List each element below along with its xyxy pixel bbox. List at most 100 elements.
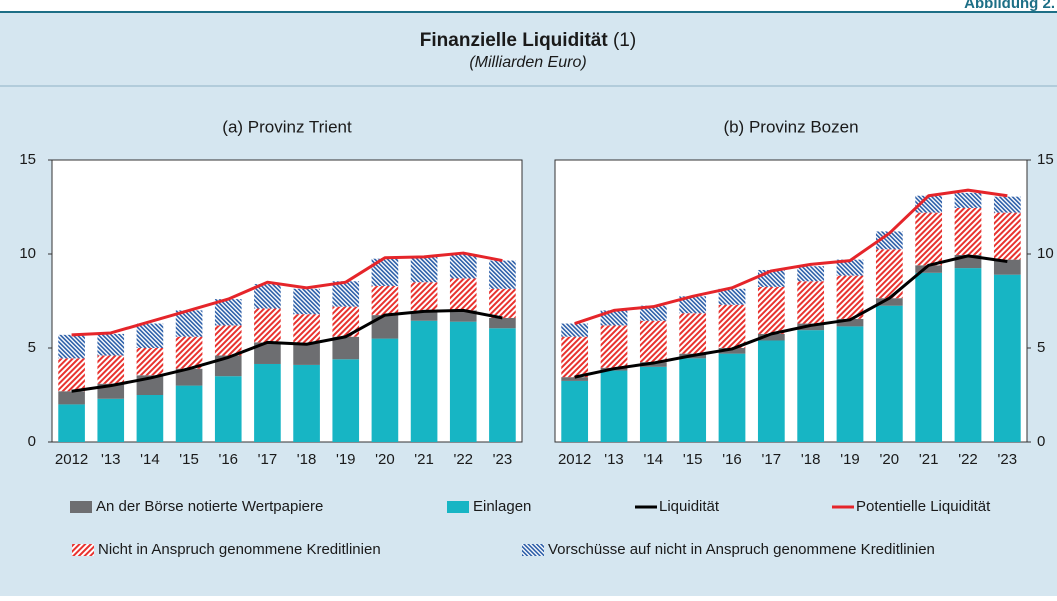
bar-segment (97, 355, 125, 384)
bar-segment (875, 231, 903, 250)
bar-segment (175, 385, 203, 442)
x-tick-label: 2012 (558, 451, 591, 468)
bar-segment (993, 274, 1021, 442)
bar-segment (639, 366, 667, 442)
bar-segment (489, 260, 516, 289)
bar-segment (561, 323, 589, 337)
legend-swatch (522, 544, 544, 556)
x-tick-label: '13 (101, 451, 121, 468)
legend-label: Liquidität (659, 498, 720, 515)
bar-segment (993, 196, 1021, 213)
bar-segment (679, 313, 707, 354)
x-tick-label: '19 (336, 451, 356, 468)
bar-segment (332, 281, 360, 307)
plot-area (51, 159, 523, 443)
panel-title: (b) Provinz Bozen (723, 117, 858, 136)
bar-segment (718, 348, 746, 354)
bar-segment (136, 395, 164, 442)
bar-segment (254, 363, 281, 442)
bar-segment (58, 404, 85, 442)
panel-title: (a) Provinz Trient (222, 117, 352, 136)
bar-segment (954, 207, 982, 255)
bar-segment (489, 317, 516, 329)
bar-segment (915, 265, 943, 273)
bar-segment (254, 342, 281, 364)
bar-segment (718, 353, 746, 442)
y-tick-label: 15 (19, 151, 36, 168)
x-tick-label: '15 (179, 451, 199, 468)
bar-segment (561, 336, 589, 378)
bar-segment (600, 325, 628, 368)
bar-segment (993, 259, 1021, 275)
legend-label: Vorschüsse auf nicht in Anspruch genomme… (548, 541, 935, 558)
x-tick-label: '17 (762, 451, 782, 468)
bar-segment (954, 192, 982, 208)
x-tick-label: '20 (375, 451, 395, 468)
y-tick-label: 15 (1037, 151, 1054, 168)
y-tick-label: 0 (28, 433, 36, 450)
x-tick-label: '19 (840, 451, 860, 468)
x-tick-label: '22 (453, 451, 473, 468)
x-tick-label: '22 (958, 451, 978, 468)
bar-segment (993, 212, 1021, 260)
bar-segment (836, 275, 864, 319)
bar-segment (639, 320, 667, 363)
plot-area (554, 159, 1028, 443)
y-tick-label: 10 (19, 245, 36, 262)
bar-segment (489, 288, 516, 318)
bar-segment (58, 358, 85, 392)
title-main: Finanzielle Liquidität (420, 30, 609, 51)
bar-segment (410, 282, 438, 312)
bar-segment (254, 284, 281, 309)
bar-segment (293, 288, 320, 315)
bar-segment (214, 325, 242, 356)
x-tick-label: '16 (722, 451, 742, 468)
bar-segment (97, 398, 125, 442)
bar-segment (293, 343, 320, 365)
bar-segment (214, 376, 242, 442)
legend-label: An der Börse notierte Wertpapiere (96, 498, 323, 515)
bar-segment (561, 377, 589, 381)
x-tick-label: '20 (880, 451, 900, 468)
x-tick-label: '18 (297, 451, 317, 468)
bar-segment (915, 195, 943, 213)
x-tick-label: 2012 (55, 451, 88, 468)
bar-segment (332, 359, 360, 442)
bar-segment (757, 286, 785, 334)
line (574, 254, 1008, 379)
bar-segment (449, 321, 477, 442)
bar-segment (875, 298, 903, 306)
bar-segment (175, 336, 203, 369)
bar-segment (58, 334, 85, 359)
bar-segment (797, 281, 825, 324)
legend-label: Potentielle Liquidität (856, 498, 991, 515)
y-tick-label: 10 (1037, 245, 1054, 262)
bar-segment (293, 364, 320, 442)
bar-segment (58, 391, 85, 405)
bar-segment (561, 380, 589, 442)
bar-segment (449, 254, 477, 279)
bar-segment (718, 304, 746, 348)
bar-segment (449, 310, 477, 322)
legend-swatch (70, 501, 92, 513)
x-tick-label: '23 (998, 451, 1018, 468)
bar-segment (449, 278, 477, 311)
bar-segment (410, 311, 438, 321)
figure-label: Abbildung 2. (964, 0, 1055, 12)
x-tick-label: '21 (919, 451, 939, 468)
line (71, 251, 503, 337)
bar-segment (371, 315, 399, 339)
bar-segment (718, 288, 746, 305)
legend-label: Einlagen (473, 498, 531, 515)
bar-segment (489, 328, 516, 442)
bar-segment (797, 266, 825, 282)
line (574, 188, 1008, 325)
bar-segment (214, 299, 242, 326)
y-tick-label: 0 (1037, 433, 1045, 450)
bar-segment (915, 272, 943, 442)
x-tick-label: '23 (493, 451, 513, 468)
bar-segment (679, 296, 707, 314)
bar-segment (757, 340, 785, 442)
x-tick-label: '17 (258, 451, 278, 468)
bar-segment (679, 358, 707, 442)
